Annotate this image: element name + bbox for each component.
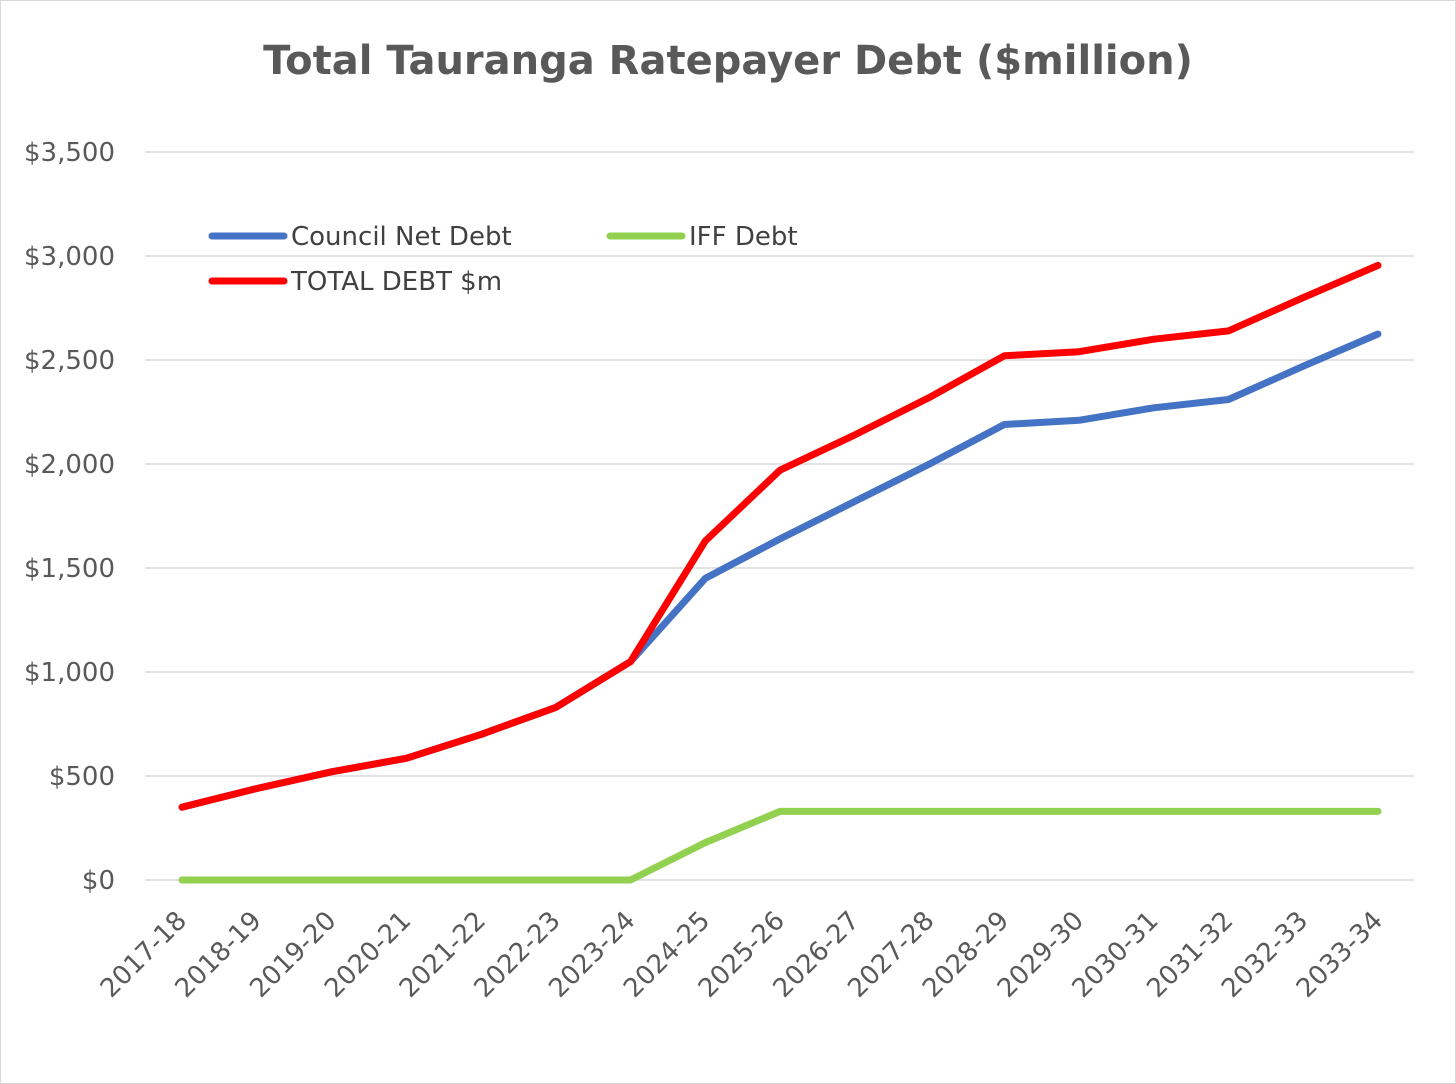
y-tick-label: $1,000 xyxy=(24,658,115,688)
y-tick-label: $2,000 xyxy=(24,450,115,480)
y-tick-label: $3,500 xyxy=(24,138,115,168)
series-lines xyxy=(178,261,1382,884)
legend-label-iff-debt: IFF Debt xyxy=(689,222,798,252)
series-line-total-debt-m xyxy=(178,261,1382,811)
gridlines xyxy=(145,151,1414,881)
series-line-iff-debt xyxy=(178,807,1382,884)
y-tick-label: $2,500 xyxy=(24,346,115,376)
legend-label-total-debt-m: TOTAL DEBT $m xyxy=(290,267,502,297)
chart-title: Total Tauranga Ratepayer Debt ($million) xyxy=(263,38,1193,84)
y-tick-label: $1,500 xyxy=(24,554,115,584)
y-tick-label: $3,000 xyxy=(24,242,115,272)
y-axis-tick-labels: $0 $500 $1,000 $1,500 $2,000 $2,500 $3,000 $3,5… xyxy=(24,138,115,896)
legend-label-council-net-debt: Council Net Debt xyxy=(291,222,512,252)
y-tick-label: $0 xyxy=(82,866,115,896)
x-axis-tick-labels: 2017-182018-192019-202020-212021-222022-… xyxy=(95,906,1389,1004)
legend: Council Net Debt IFF Debt TOTAL DEBT $m xyxy=(208,222,798,297)
series-line-council-net-debt xyxy=(178,330,1382,811)
y-tick-label: $500 xyxy=(49,762,115,792)
